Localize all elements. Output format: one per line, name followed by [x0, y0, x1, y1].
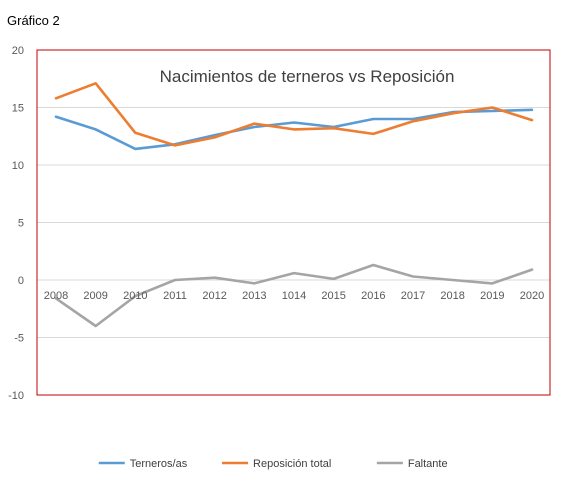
gridlines	[37, 107, 550, 338]
y-tick-label: 20	[12, 45, 24, 57]
x-tick-label: 2009	[83, 290, 107, 302]
x-tick-label: 1014	[282, 290, 306, 302]
legend-item-3: Faltante	[376, 458, 448, 470]
x-tick-label: 2017	[401, 290, 425, 302]
legend-item-1: Terneros/as	[98, 458, 188, 470]
plot-area-border	[36, 49, 551, 396]
chart-caption: Gráfico 2	[7, 13, 60, 28]
x-tick-label: 2018	[440, 290, 464, 302]
y-tick-label: -10	[8, 390, 24, 402]
x-tick-label: 2020	[520, 290, 544, 302]
y-tick-label: 0	[18, 275, 24, 287]
x-tick-label: 2008	[44, 290, 68, 302]
chart-title: Nacimientos de terneros vs Reposición	[160, 67, 455, 86]
x-tick-label: 2010	[123, 290, 147, 302]
legend-label: Reposición total	[253, 458, 331, 470]
x-tick-label: 2012	[202, 290, 226, 302]
x-axis-ticks: 2008 2009 2010 2011 2012 2013 1014 2015 2016 2017…	[44, 290, 544, 302]
x-tick-label: 2016	[361, 290, 385, 302]
x-tick-label: 2019	[480, 290, 504, 302]
y-axis-ticks: 20 15 10 5 0 -5 -10	[8, 45, 24, 402]
y-tick-label: 5	[18, 218, 24, 230]
legend: Terneros/as Reposición total Faltante	[98, 458, 448, 470]
legend-label: Faltante	[408, 458, 448, 470]
series-lines	[54, 82, 534, 328]
x-tick-label: 2015	[321, 290, 345, 302]
legend-label: Terneros/as	[130, 458, 188, 470]
y-tick-label: 15	[12, 103, 24, 115]
y-tick-label: -5	[14, 333, 24, 345]
legend-item-2: Reposición total	[222, 458, 331, 470]
y-tick-label: 10	[12, 160, 24, 172]
x-tick-label: 2013	[242, 290, 266, 302]
series-line-2	[54, 82, 534, 147]
x-tick-label: 2011	[163, 290, 187, 302]
